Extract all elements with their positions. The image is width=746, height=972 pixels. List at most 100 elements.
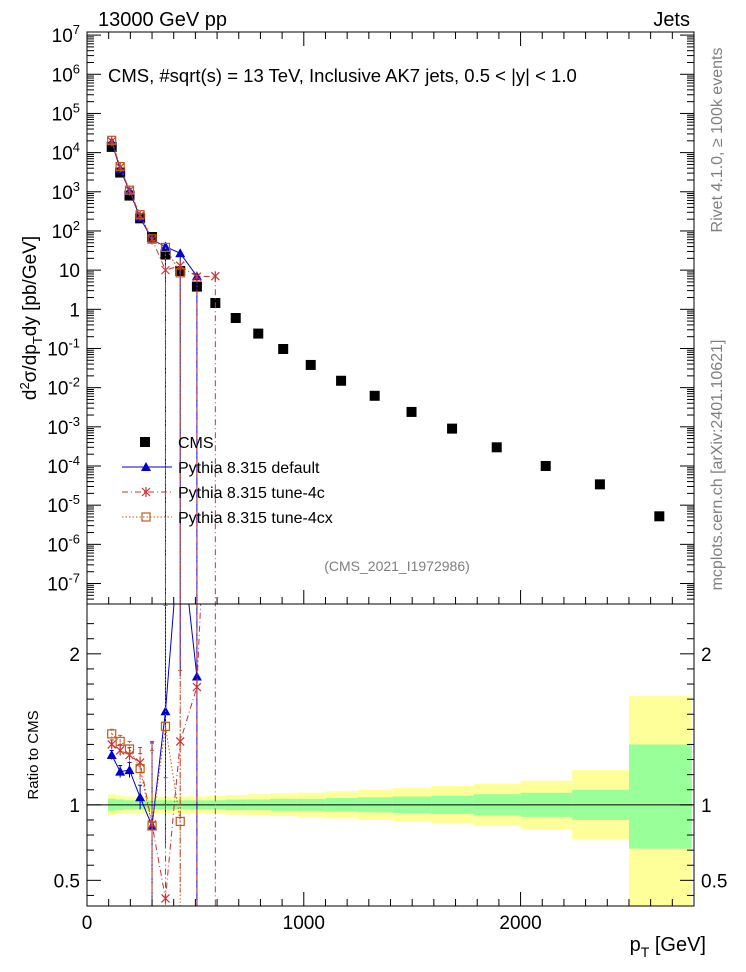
ratio-point: [107, 729, 117, 739]
data-point: [175, 268, 185, 278]
stat-band-bin: [628, 744, 692, 849]
data-point: [115, 161, 125, 172]
y-tick-label: 104: [52, 140, 80, 165]
y-axis-label: d2σ/dpTdy [pb/GeV]: [17, 236, 45, 400]
y-tick-label: 10-6: [47, 531, 80, 556]
legend-label: Pythia 8.315 tune-4cx: [178, 510, 333, 527]
x-tick-label: 2000: [499, 913, 541, 934]
series-pythia-8-315-default: [106, 137, 202, 604]
data-point: [210, 271, 220, 282]
y-tick-label: 107: [52, 22, 80, 47]
ratio-plot-frame: [86, 603, 695, 907]
ratio-series-line: [111, 604, 198, 828]
series-pythia-8-315-tune-4cx: [107, 135, 185, 604]
y-tick-label: 10-7: [47, 571, 80, 596]
data-point: [124, 185, 135, 195]
data-point: [305, 359, 316, 370]
ratio-y-tick-label-left: 0.5: [54, 871, 80, 892]
main-panel: 10710610510410310210110-110-210-310-410-…: [17, 22, 695, 605]
data-point: [594, 479, 605, 490]
y-tick-label: 10-4: [47, 453, 80, 478]
y-tick-label: 10-2: [47, 375, 80, 400]
data-point: [124, 190, 135, 201]
legend-marker: [141, 487, 151, 497]
data-point: [230, 313, 241, 323]
ratio-series-pythia-8-315-tune-4cx: [107, 605, 185, 906]
legend-entry: Pythia 8.315 tune-4c: [122, 485, 325, 502]
ratio-point: [135, 763, 145, 774]
legend-label: Pythia 8.315 default: [178, 460, 320, 477]
svg-text:pT [GeV]: pT [GeV]: [630, 934, 706, 960]
ratio-point: [135, 757, 145, 768]
y-tick-label: 10-3: [47, 414, 80, 439]
analysis-id: (CMS_2021_I1972986): [324, 558, 470, 574]
data-point: [278, 344, 289, 355]
x-axis-label: pT [GeV]: [630, 934, 706, 960]
data-point: [369, 390, 380, 401]
ratio-y-tick-label-left: 2: [69, 645, 80, 666]
data-point: [447, 423, 458, 434]
legend-marker: [141, 512, 151, 522]
ratio-y-tick-label-right: 1: [701, 796, 712, 817]
ratio-point: [175, 816, 185, 827]
data-point: [654, 511, 665, 522]
y-tick-label: 1: [69, 300, 80, 321]
ratio-point: [160, 721, 171, 731]
ratio-point: [161, 893, 170, 904]
energy-label: 13000 GeV pp: [98, 9, 227, 31]
data-point: [160, 241, 171, 251]
x-tick-label: 1000: [283, 913, 325, 934]
ratio-point: [107, 739, 117, 750]
chart-title: CMS, #sqrt(s) = 13 TeV, Inclusive AK7 je…: [108, 65, 577, 86]
ratio-point: [192, 682, 202, 693]
legend-entry: Pythia 8.315 default: [122, 460, 320, 477]
rivet-label: Rivet 4.1.0, ≥ 100k events: [709, 48, 726, 233]
data-point: [406, 406, 417, 417]
data-point: [147, 234, 157, 244]
ratio-point: [124, 744, 135, 754]
ratio-point: [115, 766, 126, 776]
y-tick-label: 105: [52, 100, 80, 125]
ratio-y-tick-label-left: 1: [69, 796, 80, 817]
y-tick-label: 103: [52, 179, 80, 204]
ratio-panel: 0 1000 2000 0.5 0.5 1 1 2 2 Ratio to CMS pT [GeV…: [25, 603, 727, 960]
series-pythia-8-315-tune-4c: [107, 136, 220, 604]
data-point: [540, 460, 551, 471]
ratio-point: [125, 750, 134, 760]
ratio-point: [106, 750, 117, 759]
data-point: [107, 135, 117, 145]
data-point: [491, 442, 502, 453]
legend-entry: CMS: [140, 435, 214, 452]
ratio-y-tick-label-right: 0.5: [701, 871, 727, 892]
ratio-y-tick-label-right: 2: [701, 645, 712, 666]
series-line: [111, 140, 181, 274]
ratio-point: [147, 821, 157, 831]
data-point: [175, 248, 186, 258]
data-point: [106, 141, 117, 152]
data-point: [160, 242, 171, 253]
y-tick-label: 106: [52, 61, 80, 86]
legend-label: CMS: [178, 435, 214, 452]
y-tick-label: 10-1: [47, 335, 80, 360]
legend: CMS Pythia 8.315 default Pythia 8.315 tune…: [122, 435, 333, 527]
ratio-point: [124, 765, 135, 775]
y-tick-label: 102: [52, 218, 80, 243]
svg-text:d2σ/dpTdy [pb/GeV]: d2σ/dpTdy [pb/GeV]: [17, 236, 45, 400]
data-point: [161, 265, 170, 276]
process-label: Jets: [653, 9, 690, 31]
data-point: [253, 328, 264, 339]
data-point: [192, 271, 202, 282]
legend-marker: [141, 462, 151, 471]
ratio-y-axis-label: Ratio to CMS: [25, 710, 42, 799]
y-tick-label: 10: [59, 261, 80, 282]
legend-label: Pythia 8.315 tune-4c: [178, 485, 325, 502]
ratio-point: [135, 792, 146, 802]
data-point: [336, 375, 347, 386]
legend-marker: [140, 437, 150, 447]
x-tick-label: 0: [82, 913, 93, 934]
ratio-point: [115, 736, 125, 747]
legend-entry: Pythia 8.315 tune-4cx: [122, 510, 333, 527]
data-point: [135, 210, 145, 220]
y-tick-label: 10-5: [47, 492, 80, 517]
